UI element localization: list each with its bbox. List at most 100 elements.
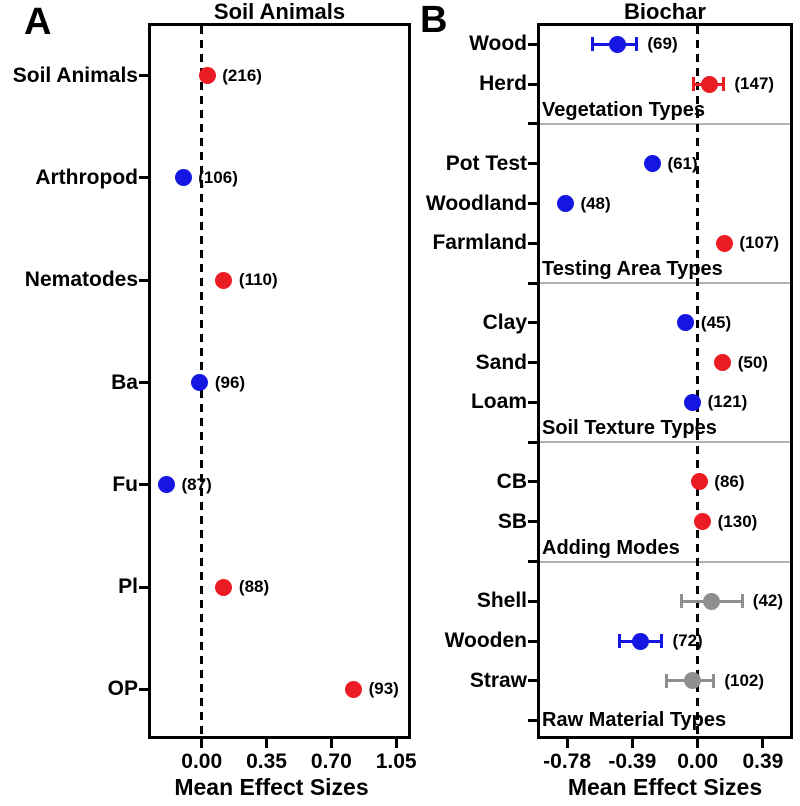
sample-count-label: (69) [647,34,678,54]
y-axis-tick [528,639,537,643]
section-label: Soil Texture Types [542,417,717,440]
y-axis-tick [139,278,148,282]
x-axis-tick-label: -0.39 [608,750,657,773]
y-axis-tick [528,520,537,524]
data-point [632,632,650,650]
x-axis-tick-label: 0.00 [181,750,223,773]
category-label: Soil Animals [12,63,138,87]
error-bar-cap-right [660,634,664,649]
data-point [191,374,209,391]
sample-count-label: (42) [752,591,784,611]
error-bar-cap-right [635,37,639,52]
y-axis-tick [528,122,537,126]
sample-count-label: (110) [238,270,278,290]
y-axis-tick [139,585,148,589]
category-label: Woodland [425,191,527,215]
section-divider-line [540,560,790,563]
sample-count-label: (102) [724,670,765,690]
data-point [690,473,708,491]
data-point [714,354,732,372]
category-label: SB [497,509,527,533]
y-axis-tick [139,483,148,487]
x-axis-tick [696,739,700,748]
error-bar-cap-right [722,77,726,92]
sample-count-label: (106) [198,167,238,187]
data-point [643,155,661,173]
data-point [702,592,720,610]
y-axis-tick [139,687,148,691]
category-label: Straw [469,668,527,692]
panel-b-letter: B [420,0,448,41]
sample-count-label: (72) [672,631,703,651]
y-axis-tick [528,400,537,404]
y-axis-tick [528,719,537,723]
panel-a-title: Soil Animals [213,0,346,24]
category-label: Loam [470,390,527,414]
zero-reference-line [696,26,700,736]
x-axis-tick-label: -0.78 [543,750,592,773]
y-axis-tick [528,241,537,245]
x-axis-tick [630,739,634,748]
section-label: Testing Area Types [542,258,723,281]
data-point [174,169,192,187]
sample-count-label: (86) [714,471,745,491]
category-label: Arthropod [35,165,138,189]
data-point [700,75,718,93]
data-point [694,513,712,531]
error-bar-cap-left [617,634,621,649]
x-axis-tick-label: 0.35 [246,750,287,773]
plot-box [537,23,793,739]
category-label: Clay [482,310,527,334]
data-point [608,35,626,53]
y-axis-tick [528,202,537,205]
data-point [215,271,233,289]
y-axis-tick [528,480,537,484]
sample-count-label: (121) [707,392,748,412]
x-axis-tick [329,739,333,748]
y-axis-tick [528,321,537,325]
y-axis-tick [139,176,148,180]
section-label: Adding Modes [542,536,680,559]
x-axis-tick [394,739,398,748]
x-axis-tick [761,739,765,748]
y-axis-tick [528,440,537,444]
error-bar-cap-left [591,37,595,52]
data-point [715,234,733,252]
sample-count-label: (87) [181,474,212,494]
data-point [684,393,702,411]
error-bar-cap-left [664,673,668,688]
category-label: Shell [476,589,527,613]
error-bar-cap-right [740,594,744,609]
category-label: Herd [479,72,527,96]
sample-count-label: (45) [700,312,732,332]
sample-count-label: (216) [222,65,262,85]
sample-count-label: (48) [580,193,611,213]
category-label: Wooden [444,629,527,653]
category-label: Sand [475,350,527,374]
y-axis-tick [528,361,537,365]
panel-a-letter: A [24,1,52,43]
data-point [556,195,574,212]
category-label: Wood [469,32,527,56]
data-point [158,476,176,494]
category-label: Pl [118,575,138,599]
category-label: Farmland [432,231,527,255]
x-axis-tick [265,739,269,748]
section-label: Vegetation Types [542,98,706,121]
data-point [684,672,702,690]
y-axis-tick [528,162,537,166]
x-axis-tick-label: 0.39 [742,750,784,773]
section-divider-line [540,441,790,444]
data-point [215,578,233,596]
plot-box [148,23,411,739]
x-axis-tick-label: 1.05 [375,750,417,773]
y-axis-tick [139,74,148,78]
data-point [198,67,216,85]
panel-a-axis-title: Mean Effect Sizes [174,774,369,800]
y-axis-tick [528,560,537,563]
sample-count-label: (107) [739,233,780,253]
category-label: Pot Test [445,151,527,175]
panel-b-axis-title: Mean Effect Sizes [567,774,763,800]
sample-count-label: (130) [717,511,758,531]
